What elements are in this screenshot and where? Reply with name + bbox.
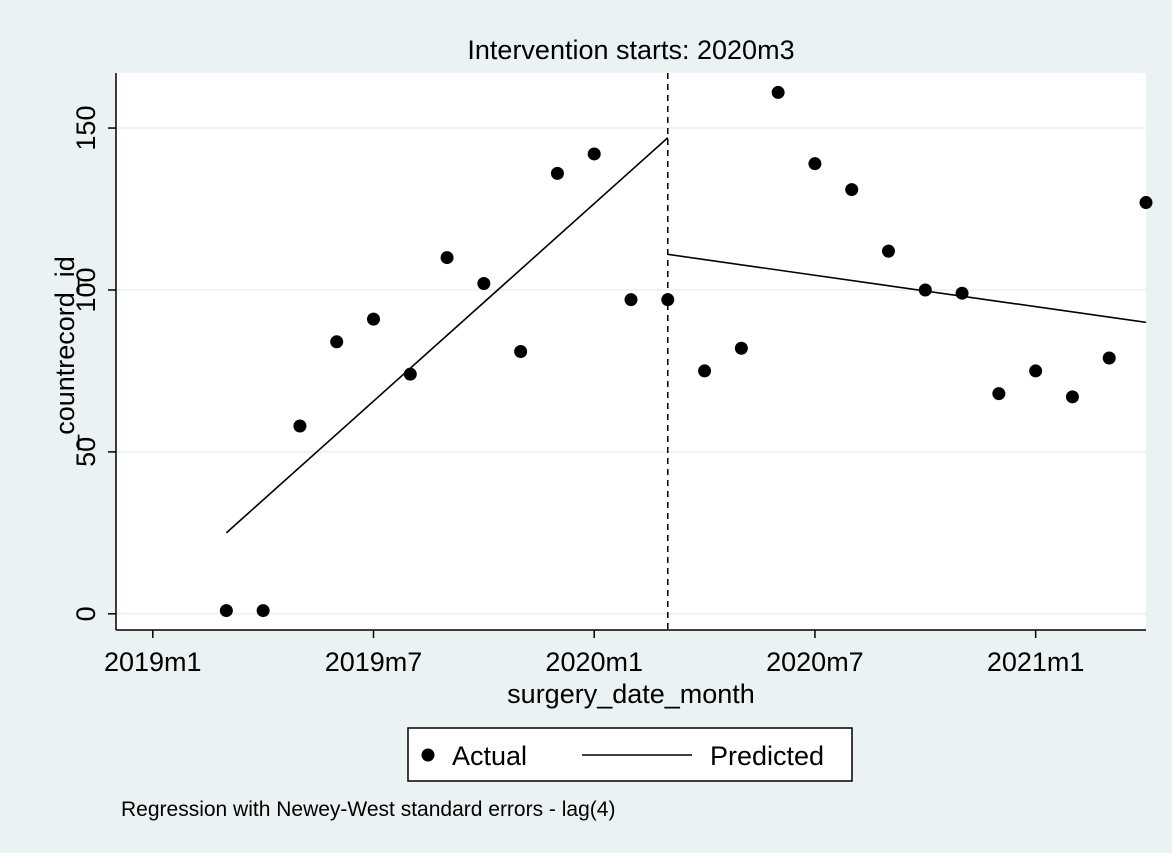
predicted-segment-2: [667, 253, 1147, 324]
predicted-segment-1: [225, 137, 669, 534]
y-tick-label-150: 150: [71, 106, 101, 151]
y-tick-label-50: 50: [71, 437, 101, 467]
actual-point-2020m2: [624, 293, 638, 307]
actual-point-2020m11: [955, 286, 969, 300]
actual-point-2020m4: [698, 364, 712, 378]
actual-point-2020m12: [992, 387, 1006, 401]
actual-point-2019m4: [256, 604, 270, 618]
x-tick-label-2021m1: 2021m1: [987, 647, 1085, 677]
actual-point-2019m9: [440, 251, 454, 265]
y-tick-label-0: 0: [71, 606, 101, 621]
y-axis-label: _countrecord_id: [50, 256, 80, 451]
x-tick-label-2020m7: 2020m7: [766, 647, 864, 677]
actual-point-2019m11: [514, 345, 528, 358]
actual-point-2020m8: [845, 183, 859, 197]
x-tick-label-2019m7: 2019m7: [325, 647, 423, 677]
actual-point-2020m7: [808, 157, 822, 171]
legend: Actual Predicted: [407, 727, 853, 782]
actual-point-2021m3: [1102, 351, 1116, 365]
grid-lines: [116, 73, 1146, 630]
actual-point-2019m3: [219, 604, 233, 618]
actual-point-2020m1: [587, 147, 601, 161]
actual-point-2019m6: [330, 335, 344, 349]
actual-point-2019m12: [550, 166, 564, 180]
actual-point-2021m2: [1065, 390, 1079, 404]
actual-point-2020m3: [661, 293, 675, 307]
x-axis-label: surgery_date_month: [507, 679, 755, 709]
actual-point-2019m5: [293, 419, 307, 433]
actual-point-2019m8: [403, 367, 417, 381]
actual-point-2020m5: [734, 341, 748, 355]
x-tick-label-2019m1: 2019m1: [104, 647, 202, 677]
actual-point-2021m1: [1029, 364, 1043, 378]
actual-point-2019m7: [367, 312, 380, 326]
chart-title: Intervention starts: 2020m3: [467, 35, 794, 65]
actual-points: [219, 85, 1153, 618]
axes: 0 50 100 150 2019m1 2019m7 2020m1 2020m7 2021m1: [71, 73, 1146, 677]
actual-point-2020m6: [771, 85, 785, 99]
predicted-lines: [225, 137, 1147, 534]
footnote: Regression with Newey-West standard erro…: [121, 798, 615, 821]
legend-predicted-label: Predicted: [710, 741, 824, 771]
x-tick-label-2020m1: 2020m1: [545, 647, 643, 677]
actual-point-2019m10: [477, 276, 491, 290]
actual-point-2020m9: [882, 244, 895, 258]
legend-actual-marker: [421, 748, 435, 762]
actual-point-2020m10: [918, 283, 932, 297]
actual-point-2021m4: [1139, 196, 1153, 210]
legend-actual-label: Actual: [452, 741, 527, 771]
y-tick-label-100: 100: [71, 267, 101, 312]
plot-area: [116, 73, 1146, 630]
